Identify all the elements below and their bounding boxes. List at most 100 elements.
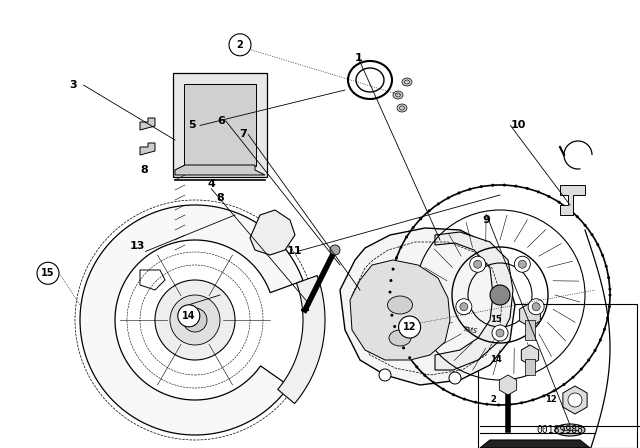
Circle shape bbox=[432, 381, 435, 384]
Circle shape bbox=[490, 285, 510, 305]
Circle shape bbox=[388, 291, 392, 293]
Circle shape bbox=[518, 260, 526, 268]
Circle shape bbox=[609, 288, 611, 291]
Circle shape bbox=[515, 185, 517, 188]
Circle shape bbox=[526, 187, 529, 190]
Circle shape bbox=[399, 246, 403, 249]
Circle shape bbox=[474, 401, 477, 404]
Circle shape bbox=[389, 302, 392, 305]
Text: 5: 5 bbox=[188, 121, 196, 130]
Text: 12: 12 bbox=[545, 396, 557, 405]
Text: 8: 8 bbox=[216, 193, 224, 203]
Circle shape bbox=[606, 317, 609, 319]
Circle shape bbox=[405, 236, 408, 239]
Text: 6: 6 bbox=[217, 116, 225, 126]
Circle shape bbox=[437, 202, 440, 205]
Circle shape bbox=[452, 393, 455, 396]
FancyBboxPatch shape bbox=[184, 84, 256, 166]
Polygon shape bbox=[140, 143, 155, 155]
Polygon shape bbox=[278, 276, 325, 404]
Circle shape bbox=[509, 403, 511, 406]
Circle shape bbox=[480, 185, 483, 188]
Circle shape bbox=[456, 299, 472, 315]
Circle shape bbox=[497, 404, 500, 406]
Circle shape bbox=[474, 260, 482, 268]
Circle shape bbox=[591, 233, 593, 236]
Text: 2: 2 bbox=[237, 40, 243, 50]
Ellipse shape bbox=[555, 424, 585, 436]
Text: 2: 2 bbox=[490, 396, 496, 405]
Polygon shape bbox=[435, 232, 513, 370]
Circle shape bbox=[229, 34, 251, 56]
Ellipse shape bbox=[387, 296, 413, 314]
Circle shape bbox=[393, 325, 396, 328]
Ellipse shape bbox=[397, 104, 407, 112]
Circle shape bbox=[428, 209, 431, 212]
Circle shape bbox=[170, 295, 220, 345]
Polygon shape bbox=[175, 165, 265, 175]
Circle shape bbox=[503, 184, 506, 186]
Circle shape bbox=[470, 256, 486, 272]
Circle shape bbox=[155, 280, 235, 360]
Circle shape bbox=[379, 369, 391, 381]
Circle shape bbox=[584, 224, 587, 227]
Text: 1: 1 bbox=[355, 53, 362, 63]
Circle shape bbox=[542, 394, 545, 397]
Circle shape bbox=[587, 359, 590, 362]
FancyBboxPatch shape bbox=[478, 304, 637, 448]
Circle shape bbox=[532, 303, 540, 311]
Circle shape bbox=[397, 336, 400, 339]
Text: 11: 11 bbox=[287, 246, 302, 256]
Circle shape bbox=[402, 346, 405, 349]
Circle shape bbox=[492, 325, 508, 341]
Circle shape bbox=[419, 217, 422, 220]
Circle shape bbox=[178, 305, 200, 327]
Circle shape bbox=[392, 267, 395, 271]
Circle shape bbox=[390, 314, 394, 317]
Circle shape bbox=[572, 376, 575, 379]
Text: 7: 7 bbox=[239, 129, 247, 139]
FancyBboxPatch shape bbox=[173, 73, 267, 177]
FancyBboxPatch shape bbox=[525, 359, 535, 375]
Polygon shape bbox=[140, 118, 155, 130]
Circle shape bbox=[553, 389, 556, 392]
Circle shape bbox=[596, 243, 599, 246]
Circle shape bbox=[593, 349, 596, 352]
Circle shape bbox=[395, 257, 398, 259]
Circle shape bbox=[463, 397, 466, 401]
Circle shape bbox=[599, 339, 602, 341]
Ellipse shape bbox=[402, 78, 412, 86]
Circle shape bbox=[415, 366, 419, 368]
Circle shape bbox=[399, 316, 420, 338]
Circle shape bbox=[390, 279, 392, 282]
Circle shape bbox=[531, 398, 534, 401]
Circle shape bbox=[576, 215, 579, 218]
Polygon shape bbox=[350, 260, 450, 360]
Circle shape bbox=[520, 401, 523, 405]
Text: 15: 15 bbox=[490, 315, 502, 324]
Circle shape bbox=[609, 293, 611, 297]
Polygon shape bbox=[340, 228, 515, 385]
Circle shape bbox=[468, 188, 472, 191]
Circle shape bbox=[605, 265, 608, 268]
Circle shape bbox=[330, 245, 340, 255]
Text: 3: 3 bbox=[70, 80, 77, 90]
Circle shape bbox=[608, 305, 611, 308]
Polygon shape bbox=[250, 210, 295, 255]
FancyBboxPatch shape bbox=[525, 320, 535, 340]
Circle shape bbox=[423, 374, 426, 377]
Text: 15: 15 bbox=[41, 268, 55, 278]
Circle shape bbox=[601, 254, 604, 257]
Text: 10: 10 bbox=[511, 121, 526, 130]
Text: TMS: TMS bbox=[462, 326, 478, 334]
Polygon shape bbox=[480, 440, 590, 448]
Text: 13: 13 bbox=[130, 241, 145, 251]
Circle shape bbox=[607, 276, 610, 279]
Circle shape bbox=[567, 207, 570, 211]
Circle shape bbox=[603, 328, 606, 331]
Circle shape bbox=[563, 383, 566, 386]
Circle shape bbox=[528, 299, 544, 315]
Circle shape bbox=[183, 308, 207, 332]
Text: 9: 9 bbox=[483, 215, 490, 224]
Text: 4: 4 bbox=[207, 179, 215, 189]
